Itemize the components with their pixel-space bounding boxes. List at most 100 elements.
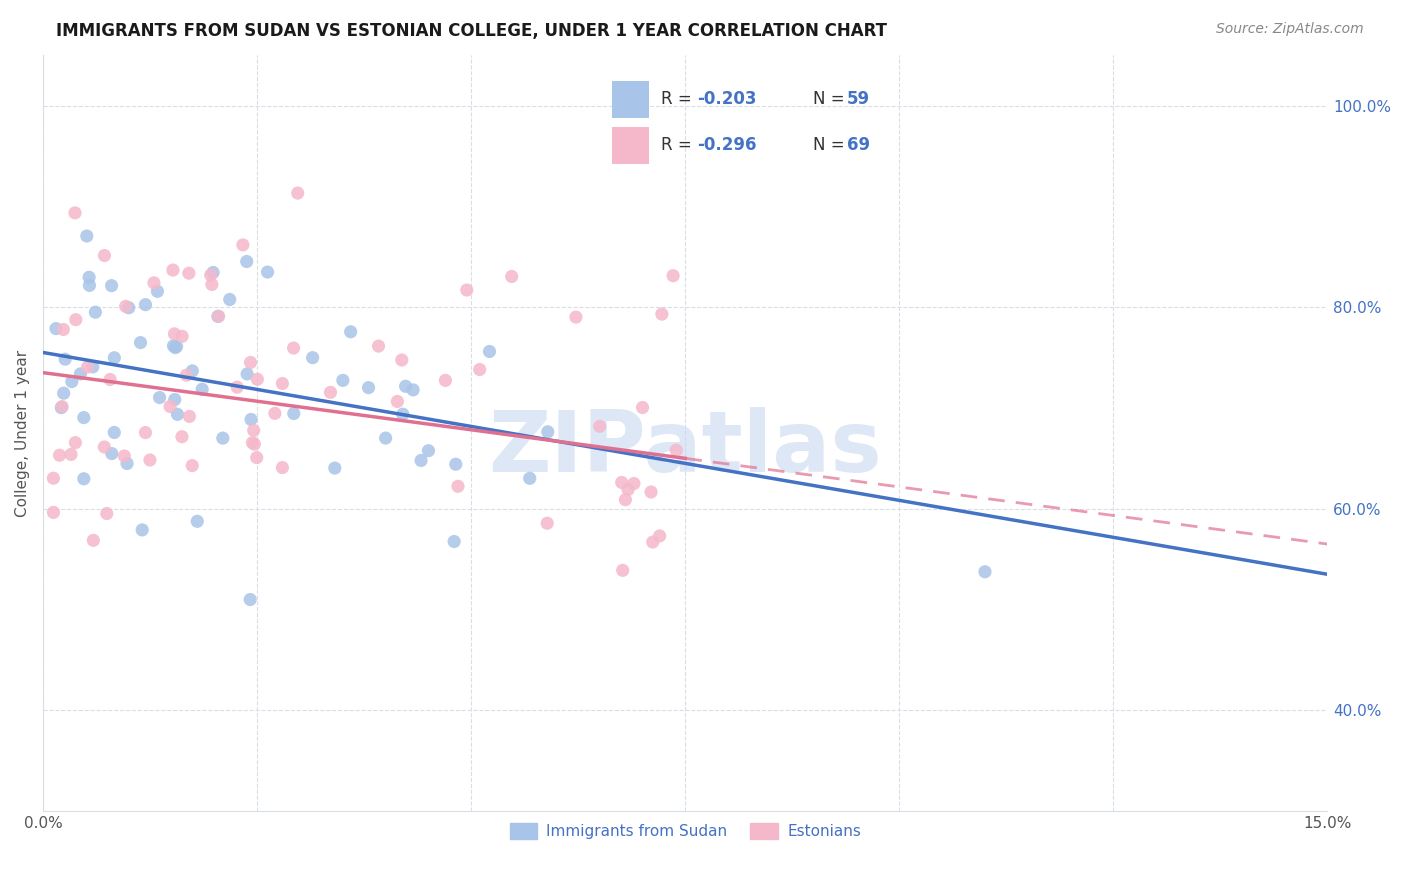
Point: [367, 339, 389, 353]
Point: [239, 592, 262, 607]
Point: [301, 351, 323, 365]
Point: [42, 471, 65, 485]
Point: [134, 298, 156, 312]
Point: [537, 425, 560, 439]
Point: [332, 373, 354, 387]
Text: IMMIGRANTS FROM SUDAN VS ESTONIAN COLLEGE, UNDER 1 YEAR CORRELATION CHART: IMMIGRANTS FROM SUDAN VS ESTONIAN COLLEG…: [56, 22, 887, 40]
Point: [323, 461, 346, 475]
Point: [391, 353, 413, 368]
Point: [468, 362, 491, 376]
Point: [235, 254, 257, 268]
Point: [100, 278, 122, 293]
Point: [162, 339, 184, 353]
Point: [84, 305, 107, 319]
Point: [52, 386, 75, 401]
Point: [166, 408, 188, 422]
Point: [93, 248, 115, 262]
Point: [42, 505, 65, 519]
Point: [63, 206, 86, 220]
Y-axis label: College, Under 1 year: College, Under 1 year: [15, 350, 30, 516]
Point: [236, 367, 259, 381]
Point: [166, 339, 188, 353]
Point: [239, 355, 262, 369]
Point: [176, 368, 198, 383]
Point: [48, 448, 70, 462]
Point: [256, 265, 278, 279]
Point: [218, 293, 240, 307]
Point: [177, 266, 200, 280]
Point: [402, 383, 425, 397]
Point: [648, 529, 671, 543]
Text: ZIPatlas: ZIPatlas: [488, 407, 882, 490]
Point: [45, 321, 67, 335]
Point: [170, 430, 193, 444]
Point: [134, 425, 156, 440]
Point: [519, 471, 541, 485]
Point: [394, 379, 416, 393]
Point: [118, 301, 141, 315]
Point: [456, 283, 478, 297]
Point: [271, 460, 294, 475]
Point: [201, 277, 224, 292]
Point: [207, 310, 229, 324]
Point: [103, 425, 125, 440]
Point: [240, 412, 263, 426]
Point: [73, 410, 96, 425]
Point: [447, 479, 470, 493]
Point: [243, 437, 266, 451]
Point: [418, 443, 440, 458]
Point: [623, 476, 645, 491]
Point: [617, 483, 640, 497]
Point: [264, 406, 287, 420]
Point: [374, 431, 396, 445]
Point: [179, 409, 201, 424]
Point: [208, 310, 231, 324]
Point: [357, 381, 380, 395]
Point: [162, 263, 184, 277]
Point: [662, 268, 685, 283]
Point: [211, 431, 233, 445]
Point: [478, 344, 501, 359]
Point: [114, 299, 136, 313]
Point: [170, 329, 193, 343]
Point: [610, 475, 633, 490]
Point: [93, 440, 115, 454]
Point: [129, 335, 152, 350]
Point: [181, 458, 204, 473]
Point: [165, 341, 187, 355]
Point: [191, 382, 214, 396]
Point: [69, 367, 91, 381]
Point: [131, 523, 153, 537]
Point: [339, 325, 361, 339]
Point: [82, 359, 104, 374]
Point: [60, 375, 83, 389]
Point: [319, 385, 342, 400]
Point: [565, 310, 588, 325]
Point: [391, 407, 413, 421]
Point: [163, 392, 186, 407]
Point: [51, 400, 73, 414]
Point: [640, 485, 662, 500]
Point: [242, 423, 264, 437]
Point: [589, 419, 612, 434]
Point: [65, 312, 87, 326]
Point: [143, 276, 166, 290]
Point: [186, 514, 208, 528]
Point: [52, 322, 75, 336]
Point: [79, 278, 101, 293]
Point: [98, 372, 121, 386]
Legend: Immigrants from Sudan, Estonians: Immigrants from Sudan, Estonians: [503, 817, 868, 845]
Point: [287, 186, 309, 200]
Point: [200, 268, 222, 282]
Point: [226, 380, 249, 394]
Point: [387, 394, 409, 409]
Point: [444, 457, 467, 471]
Point: [163, 326, 186, 341]
Point: [202, 265, 225, 279]
Point: [409, 453, 432, 467]
Point: [283, 341, 305, 355]
Point: [77, 270, 100, 285]
Point: [103, 351, 125, 365]
Point: [242, 435, 264, 450]
Point: [641, 535, 664, 549]
